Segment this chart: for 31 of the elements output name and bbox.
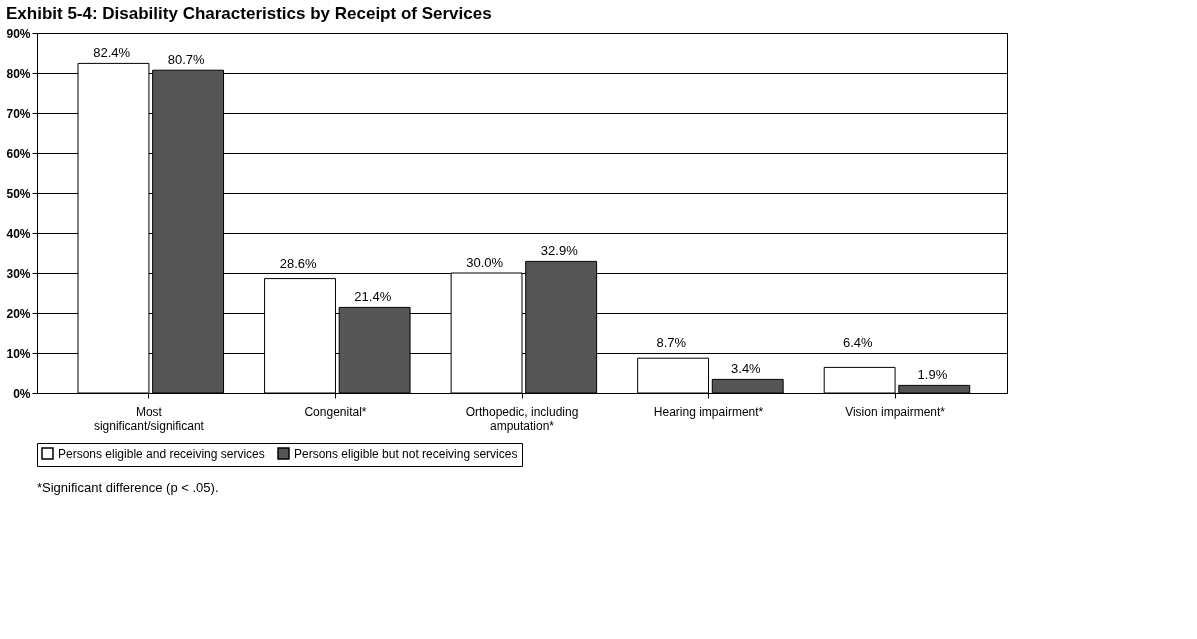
legend-label: Persons eligible but not receiving services	[294, 446, 518, 461]
data-label: 82.4%	[93, 45, 131, 61]
y-tick-label: 60%	[6, 146, 31, 161]
x-tick-label: Most significant/significant	[93, 404, 205, 433]
text: *Significant difference (p < .05).	[37, 480, 219, 495]
y-tick-label: 80%	[6, 66, 31, 81]
x-tick-label: Hearing impairment*	[653, 404, 764, 419]
y-tick-label: 10%	[6, 346, 31, 361]
data-label: 1.9%	[917, 367, 948, 383]
data-label: 8.7%	[656, 335, 687, 351]
x-tick-label: Vision impairment*	[845, 404, 946, 419]
y-tick-label: 40%	[6, 226, 31, 241]
data-label: 6.4%	[842, 335, 874, 351]
legend-label: Persons eligible and receiving services	[58, 446, 265, 461]
y-tick-label: 70%	[6, 106, 31, 121]
x-tick-label: Congenital*	[304, 404, 367, 419]
y-tick-label: 20%	[6, 306, 31, 321]
data-label: 80.7%	[167, 52, 206, 68]
chart-title: Exhibit 5-4: Disability Characteristics by Receipt of Services	[5, 4, 492, 23]
data-label: 3.4%	[731, 361, 762, 377]
y-tick-label: 0%	[13, 386, 31, 401]
data-label: 30.0%	[466, 255, 504, 270]
y-tick-label: 50%	[6, 186, 31, 201]
data-label: 21.4%	[354, 289, 392, 305]
x-tick-label: Orthopedic, including amputation*	[465, 404, 579, 433]
y-tick-label: 90%	[6, 26, 31, 41]
bar	[898, 384, 971, 394]
data-label: 28.6%	[279, 255, 318, 271]
y-tick-label: 30%	[6, 266, 31, 281]
data-label: 32.9%	[540, 243, 579, 259]
bar	[711, 378, 784, 394]
